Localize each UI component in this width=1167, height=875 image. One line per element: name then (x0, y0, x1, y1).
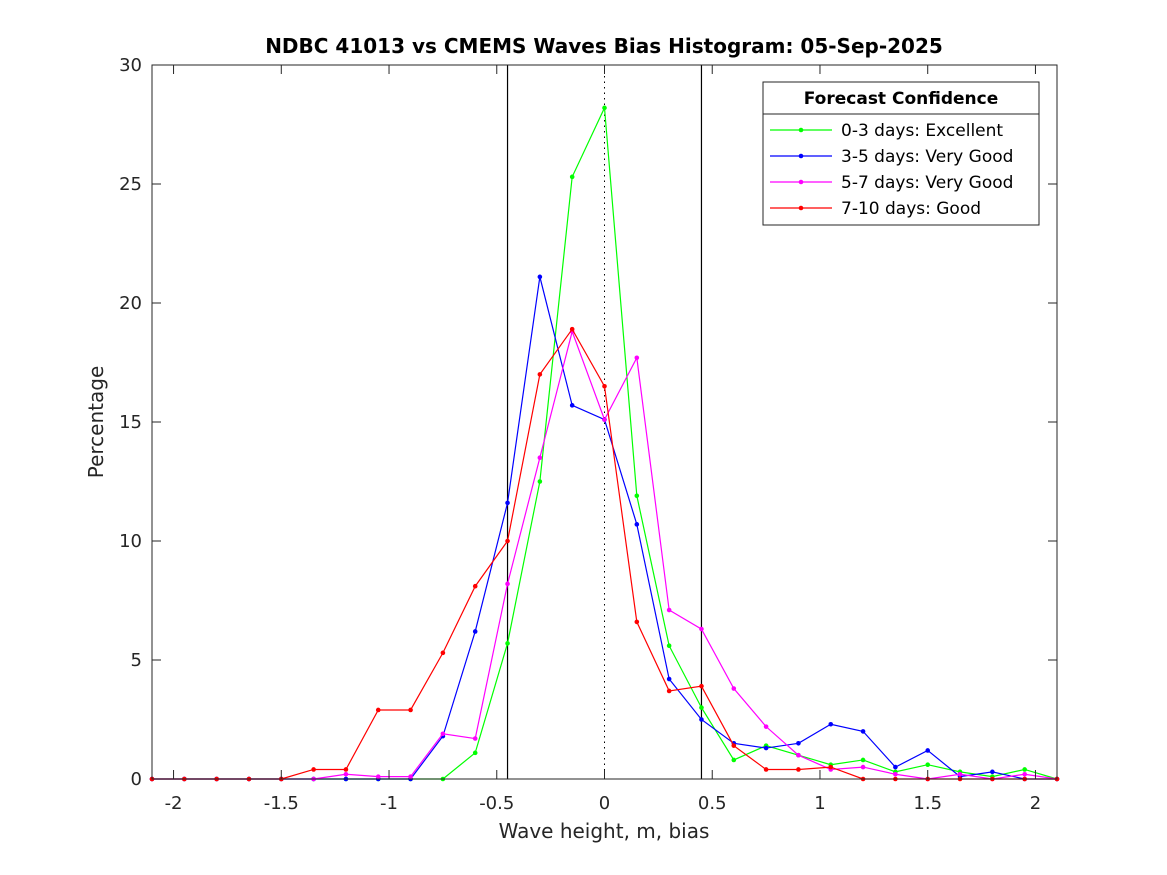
x-tick-label: -1.5 (264, 793, 299, 814)
data-point (569, 403, 575, 408)
data-point (763, 745, 769, 751)
data-point (666, 688, 672, 694)
legend-entry: 3-5 days: Very Good (770, 147, 1013, 167)
chart-title: NDBC 41013 vs CMEMS Waves Bias Histogram… (265, 34, 943, 58)
data-point (699, 626, 704, 632)
reference-lines (506, 65, 703, 779)
legend-box (762, 81, 1040, 226)
legend: Forecast Confidence 0-3 days: Excellent 3… (762, 81, 1040, 226)
legend-entry: 7-10 days: Good (770, 199, 981, 219)
data-point (893, 764, 898, 770)
data-point (537, 479, 543, 484)
y-tick-label: 25 (119, 174, 142, 195)
data-point (472, 583, 478, 589)
data-point (472, 750, 478, 756)
data-point (537, 455, 543, 461)
data-point (763, 724, 769, 729)
legend-label: 7-10 days: Good (841, 199, 981, 219)
data-point (860, 757, 866, 763)
data-point (602, 384, 607, 389)
data-point (699, 705, 704, 710)
data-point (893, 771, 898, 777)
data-point (569, 326, 575, 332)
x-tick-label: -1 (380, 793, 398, 814)
data-point (828, 721, 834, 727)
data-point (634, 522, 640, 527)
x-tick-label: 0 (599, 793, 610, 814)
data-point (925, 762, 931, 768)
data-point (699, 683, 704, 689)
data-point (990, 769, 995, 775)
data-point (472, 629, 478, 634)
data-point (699, 717, 704, 722)
legend-swatch-marker (798, 205, 804, 211)
data-point (731, 757, 737, 763)
legend-swatch-marker (798, 153, 804, 159)
data-point (925, 748, 931, 753)
data-point (957, 771, 963, 777)
y-tick-label: 5 (131, 650, 142, 671)
data-point (763, 767, 769, 772)
data-point (505, 641, 510, 646)
y-tick-label: 15 (119, 412, 142, 433)
data-point (537, 372, 543, 377)
y-axis-title: Percentage (84, 366, 108, 479)
data-point (375, 774, 381, 779)
data-point (408, 774, 413, 779)
x-tick-label: 0.5 (698, 793, 727, 814)
legend-swatch-marker (798, 127, 804, 133)
data-point (828, 764, 834, 770)
data-point (505, 500, 510, 506)
data-point (860, 729, 866, 734)
data-point (796, 752, 801, 758)
x-tick-label: -2 (165, 793, 183, 814)
y-tick-label: 30 (119, 55, 142, 76)
x-tick-label: 1 (814, 793, 825, 814)
legend-label: 5-7 days: Very Good (841, 173, 1013, 193)
data-point (731, 743, 737, 748)
data-point (796, 741, 801, 746)
data-point (440, 731, 446, 737)
data-point (408, 707, 413, 713)
data-point (440, 650, 446, 656)
x-tick-label: 2 (1030, 793, 1041, 814)
y-tick-label: 10 (119, 531, 142, 552)
legend-label: 0-3 days: Excellent (841, 121, 1003, 141)
legend-swatch-marker (798, 179, 804, 185)
data-point (1022, 771, 1027, 777)
data-point (343, 767, 349, 772)
data-point (634, 493, 640, 499)
data-point (634, 355, 640, 361)
data-point (375, 707, 381, 713)
data-point (860, 764, 866, 770)
legend-entries: 0-3 days: Excellent 3-5 days: Very Good 5-… (770, 121, 1013, 219)
data-point (343, 771, 349, 777)
x-tick-label: -0.5 (479, 793, 514, 814)
y-tick-label: 0 (131, 769, 142, 790)
legend-title: Forecast Confidence (804, 89, 999, 109)
legend-entry: 0-3 days: Excellent (770, 121, 1003, 141)
legend-entry: 5-7 days: Very Good (770, 173, 1013, 193)
y-tick-label: 20 (119, 293, 142, 314)
data-point (666, 643, 672, 649)
data-point (505, 581, 510, 587)
data-point (1022, 767, 1027, 772)
data-point (537, 274, 543, 280)
data-point (666, 676, 672, 682)
data-point (634, 619, 640, 625)
legend-label: 3-5 days: Very Good (841, 147, 1013, 167)
data-point (472, 736, 478, 741)
data-point (602, 105, 607, 111)
data-point (569, 174, 575, 180)
data-point (602, 417, 607, 422)
data-point (796, 767, 801, 772)
x-axis-title: Wave height, m, bias (499, 819, 710, 843)
data-point (505, 538, 510, 544)
data-point (311, 767, 316, 772)
data-point (666, 607, 672, 613)
x-tick-label: 1.5 (913, 793, 942, 814)
data-point (731, 686, 737, 691)
